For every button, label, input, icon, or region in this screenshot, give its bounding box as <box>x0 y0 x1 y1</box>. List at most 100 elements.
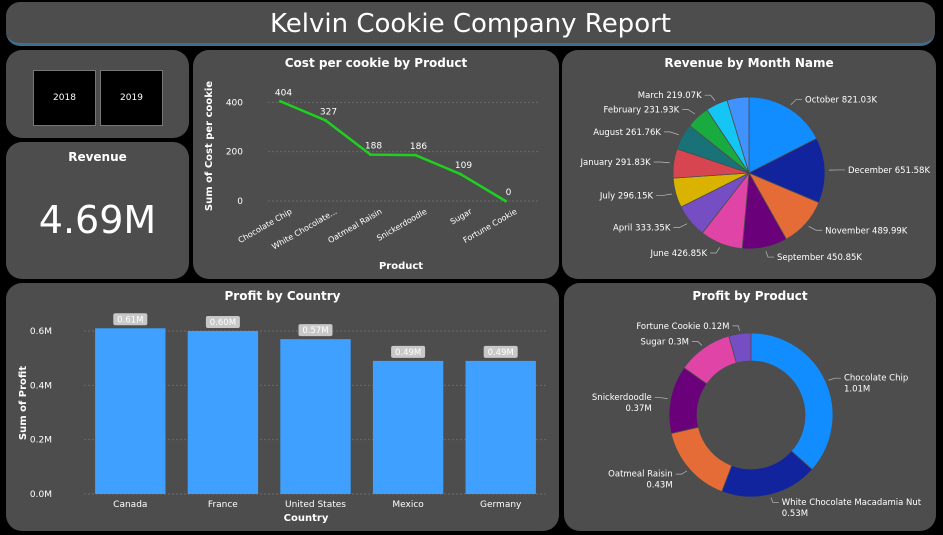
bar-data-label: 0.60M <box>210 318 236 328</box>
y-tick-label: 0.2M <box>30 436 52 446</box>
leader-line <box>808 225 823 231</box>
bar-germany <box>465 360 536 494</box>
cost-series-line <box>280 100 507 203</box>
y-tick-label: 0 <box>237 197 243 207</box>
slice-may <box>726 96 750 174</box>
cost-point-white-chocolate <box>324 118 327 122</box>
profit-country-title: Profit by Country <box>224 289 341 303</box>
page-title: Kelvin Cookie Company Report <box>270 9 671 39</box>
cost-data-label: 404 <box>275 88 292 98</box>
cost-data-label: 186 <box>410 142 427 152</box>
leader-line <box>710 247 720 254</box>
product-label-chocolate-chip: Chocolate Chip <box>844 374 908 384</box>
month-label-january: January 291.83K <box>579 158 651 168</box>
revenue-card: Revenue 4.69M <box>6 142 189 279</box>
product-label-white-chocolate-macadamia-nut: 0.53M <box>782 509 808 519</box>
y-tick-label: 0.0M <box>30 490 52 500</box>
leader-line <box>691 341 703 346</box>
year-slicer: 2018 2019 <box>6 50 189 138</box>
slice-chocolate-chip <box>750 332 834 471</box>
slicer-year-2019[interactable]: 2019 <box>100 70 163 126</box>
bar-mexico <box>372 360 444 494</box>
revenue-month-title: Revenue by Month Name <box>664 56 834 70</box>
title-bar: Kelvin Cookie Company Report <box>6 2 935 46</box>
month-label-june: June 426.85K <box>649 249 707 259</box>
leader-line <box>790 99 803 106</box>
month-label-october: October 821.03K <box>805 96 877 106</box>
x-axis-title: Country <box>284 513 329 524</box>
y-tick-label: 0.6M <box>30 327 52 337</box>
leader-line <box>675 470 688 475</box>
leader-line <box>682 109 696 115</box>
slice-fortune-cookie <box>728 332 752 364</box>
y-axis-title: Sum of Cost per cookie <box>204 81 215 211</box>
cost-point-sugar <box>459 172 462 176</box>
data-label-box <box>483 345 518 358</box>
bar-data-label: 0.49M <box>488 348 514 358</box>
cost-point-oatmeal-raisin <box>369 153 372 157</box>
month-label-april: April 333.35K <box>613 224 671 234</box>
product-label-fortune-cookie: Fortune Cookie 0.12M <box>636 322 729 332</box>
leader-line <box>673 223 688 228</box>
x-axis-title: Product <box>379 261 423 272</box>
data-label-box <box>205 316 240 328</box>
leader-line <box>765 251 774 258</box>
bar-france <box>187 331 259 494</box>
leader-line <box>654 397 668 400</box>
product-label-oatmeal-raisin: 0.43M <box>646 481 672 491</box>
product-label-chocolate-chip: 1.01M <box>844 385 870 395</box>
x-tick-label-canada: Canada <box>113 500 147 510</box>
bar-united-states <box>280 339 351 494</box>
leader-line <box>663 131 679 136</box>
data-label-box <box>113 313 148 326</box>
bar-data-label: 0.61M <box>117 315 143 325</box>
cost-point-chocolate-chip <box>279 99 282 103</box>
month-label-november: November 489.99K <box>825 226 908 236</box>
month-label-december: December 651.58K <box>848 166 931 176</box>
profit-product-panel: Profit by Product Chocolate Chip 1.01M Whi… <box>564 283 936 531</box>
month-label-september: September 450.85K <box>777 253 862 263</box>
product-label-white-chocolate-macadamia-nut: White Chocolate Macadamia Nut <box>782 498 922 508</box>
y-tick-label: 400 <box>226 98 243 108</box>
cost-data-label: 0 <box>506 188 512 198</box>
x-tick-label-germany: Germany <box>480 500 522 510</box>
bar-data-label: 0.49M <box>395 348 421 358</box>
slice-oatmeal-raisin <box>670 426 733 493</box>
x-tick-label-france: France <box>208 500 238 510</box>
x-tick-label-mexico: Mexico <box>392 500 424 510</box>
slicer-year-2018[interactable]: 2018 <box>33 70 96 126</box>
product-label-sugar: Sugar 0.3M <box>641 337 689 347</box>
product-label-snickerdoodle: 0.37M <box>625 404 651 414</box>
y-axis-title: Sum of Profit <box>18 366 29 440</box>
product-label-snickerdoodle: Snickerdoodle <box>592 393 652 403</box>
y-tick-label: 200 <box>226 148 243 158</box>
x-tick-label-sugar: Sugar <box>449 207 474 227</box>
leader-line <box>828 377 841 381</box>
month-label-august: August 261.76K <box>593 128 661 138</box>
bar-canada <box>95 328 166 494</box>
slice-october <box>748 96 818 174</box>
cost-data-label: 188 <box>365 142 382 152</box>
leader-line <box>704 94 716 101</box>
profit-country-bar-chart: 0.0M 0.2M 0.4M 0.6M 0.61M Canada 0.60M France 0.… <box>18 313 547 524</box>
revenue-value: 4.69M <box>38 198 157 242</box>
profit-country-panel: Profit by Country 0.0M 0.2M 0.4M 0.6M 0.61M C… <box>6 283 559 531</box>
leader-line <box>732 325 740 331</box>
data-label-box <box>298 324 333 337</box>
cost-point-snickerdoodle <box>414 153 417 157</box>
profit-product-title: Profit by Product <box>692 289 808 303</box>
revenue-card-title: Revenue <box>68 150 127 164</box>
product-label-oatmeal-raisin: Oatmeal Raisin <box>608 470 672 480</box>
cost-point-fortune-cookie <box>504 199 507 203</box>
leader-line <box>653 161 670 164</box>
month-label-july: July 296.15K <box>599 192 654 202</box>
month-label-february: February 231.93K <box>604 106 680 116</box>
cost-per-cookie-panel: Cost per cookie by Product 0 200 400 404 Cho… <box>193 50 559 279</box>
leader-line <box>656 193 672 196</box>
bar-data-label: 0.57M <box>302 326 328 336</box>
leader-line <box>770 497 779 503</box>
slice-december <box>748 137 826 204</box>
x-tick-label-united-states: United States <box>285 500 346 510</box>
